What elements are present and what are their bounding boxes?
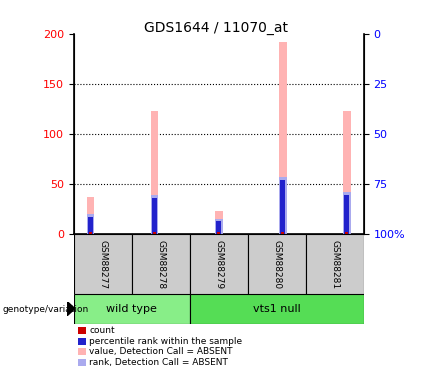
Bar (279, 177, 287, 234)
Bar (344, 195, 349, 234)
Bar (280, 180, 285, 234)
Text: GSM88281: GSM88281 (330, 240, 339, 289)
Bar (87, 197, 94, 234)
Text: wild type: wild type (106, 304, 157, 314)
Bar (217, 232, 220, 234)
Text: GSM88278: GSM88278 (156, 240, 165, 289)
Bar (152, 198, 157, 234)
Text: GSM88279: GSM88279 (214, 240, 223, 289)
Text: GSM88277: GSM88277 (98, 240, 107, 289)
Bar (89, 232, 92, 234)
Bar (279, 42, 287, 234)
Text: GDS1644 / 11070_at: GDS1644 / 11070_at (145, 21, 288, 34)
Bar (248, 234, 306, 294)
Text: GSM88280: GSM88280 (272, 240, 281, 289)
Bar (74, 294, 190, 324)
Text: genotype/variation: genotype/variation (2, 305, 88, 314)
Bar (343, 192, 351, 234)
Bar (215, 219, 223, 234)
Text: percentile rank within the sample: percentile rank within the sample (89, 337, 242, 346)
Bar (88, 217, 93, 234)
Bar (215, 211, 223, 234)
Bar (87, 214, 94, 234)
Text: vts1 null: vts1 null (253, 304, 301, 314)
Bar (151, 195, 158, 234)
Bar (132, 234, 190, 294)
Bar (281, 232, 284, 234)
Text: value, Detection Call = ABSENT: value, Detection Call = ABSENT (89, 347, 233, 356)
Bar (346, 232, 348, 234)
Polygon shape (67, 302, 75, 316)
Bar (74, 234, 132, 294)
Bar (343, 111, 351, 234)
Bar (216, 221, 221, 234)
Bar (153, 232, 156, 234)
Bar (151, 111, 158, 234)
Bar (190, 234, 248, 294)
Text: count: count (89, 326, 115, 335)
Bar (190, 294, 364, 324)
Text: rank, Detection Call = ABSENT: rank, Detection Call = ABSENT (89, 358, 228, 367)
Bar (306, 234, 364, 294)
